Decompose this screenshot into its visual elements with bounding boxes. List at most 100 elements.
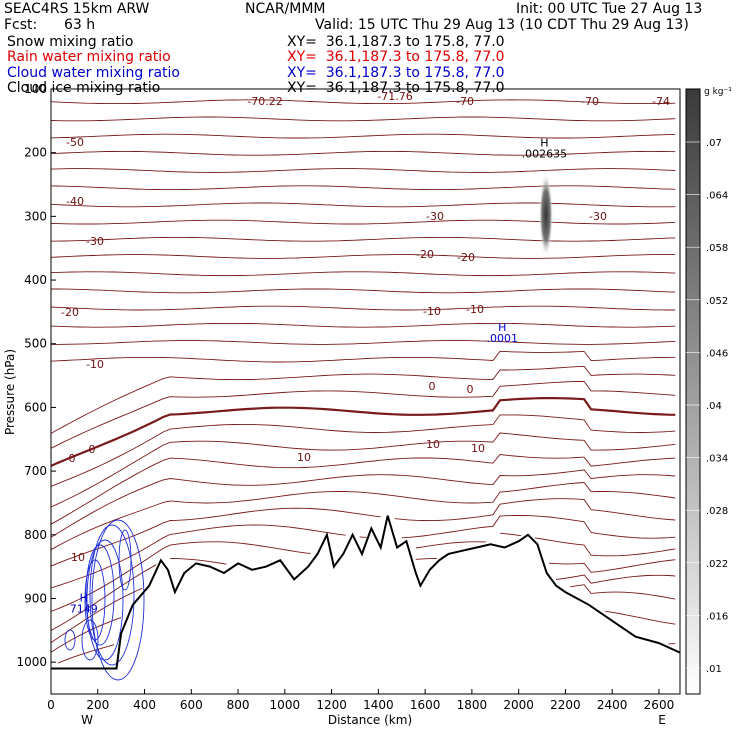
x-axis-label: Distance (km) [328,713,412,727]
temperature-contour-label: 10 [71,551,85,564]
temperature-contour-label: -10 [86,358,104,371]
temperature-contour-label: -30 [426,210,444,223]
colorbar-tick-label: .058 [706,243,728,254]
y-tick-label: 1000 [16,655,47,669]
x-tick-label: 2000 [503,698,534,712]
temperature-isoline [50,305,676,311]
temperature-contour-label: 10 [471,442,485,455]
temperature-isoline [50,558,676,631]
temperature-isoline [50,133,676,139]
temperature-contour-label: -20 [416,248,434,261]
colorbar [685,88,701,695]
temperature-contour-label: -70 [456,95,474,108]
colorbar-tick-label: .016 [706,611,728,622]
maximum-marker-value: .0001 [487,332,519,345]
colorbar-unit: g kg⁻¹ [704,87,732,97]
temperature-isoline [50,365,676,434]
temperature-isoline [50,584,676,653]
x-end-right-label: E [658,713,666,727]
cloud-water-contour [89,524,135,666]
maximum-marker-label: H [80,592,88,605]
x-tick-label: 1600 [410,698,441,712]
temperature-contour-label: -20 [61,306,79,319]
temperature-isoline [50,271,676,277]
snow-maximum-blob [539,173,553,257]
cloud-water-contour [85,544,115,646]
temperature-contour-label: -71.76 [377,90,412,103]
temperature-contour-label: 0 [467,383,474,396]
maximum-marker-value: .002635 [522,147,568,160]
x-tick-label: 200 [86,698,109,712]
field-xy-rain: XY= 36.1,187.3 to 175.8, 77.0 [287,49,505,65]
field-name-rain: Rain water mixing ratio [7,49,171,65]
cloud-water-contour [118,529,132,591]
y-tick-label: 700 [24,464,47,478]
temperature-contour-label: -20 [457,251,475,264]
temperature-isoline [50,116,676,122]
temperature-isoline [50,469,676,538]
temperature-isoline [57,610,676,664]
temperature-contour-label: 0 [429,380,436,393]
y-tick-label: 300 [24,209,47,223]
y-axis-label: Pressure (hPa) [3,349,17,435]
cloud-water-contour [86,539,124,661]
colorbar-tick-label: .046 [706,348,728,359]
valid-time: Valid: 15 UTC Thu 29 Aug 13 (10 CDT Thu … [315,17,689,33]
maximum-marker-label: H [540,136,548,149]
temperature-isoline [51,288,676,294]
terrain-surface [51,515,681,670]
x-tick-label: 600 [180,698,203,712]
x-tick-label: 1000 [270,698,301,712]
temperature-contour-label: -10 [466,303,484,316]
temperature-contour-label: -74 [652,95,670,108]
temperature-isoline [50,454,676,525]
temperature-isoline [50,498,676,567]
x-tick-label: 2600 [644,698,675,712]
temperature-isoline [50,515,676,589]
colorbar-tick-label: .028 [706,506,728,517]
center-name: NCAR/MMM [245,1,326,17]
y-tick-label: 100 [24,82,47,96]
temperature-isoline [50,482,676,551]
field-name-snow: Snow mixing ratio [7,34,134,50]
field-name-cloud-ice: Cloud ice mixing ratio [7,80,161,96]
forecast-label: Fcst: [4,17,38,33]
temperature-isoline [50,532,676,612]
temperature-contour-label: -30 [589,210,607,223]
temperature-contour-label: 10 [426,438,440,451]
temperature-isoline [50,185,676,191]
cloud-water-contours [64,519,145,681]
temperature-isoline [50,574,676,643]
x-tick-label: 1800 [457,698,488,712]
colorbar-tick-label: .01 [706,664,722,675]
maximum-marker-label: H [498,321,506,334]
colorbar-tick-label: .04 [706,401,722,412]
temperature-contour-label: -50 [66,136,84,149]
y-tick-label: 900 [24,591,47,605]
x-tick-label: 800 [227,698,250,712]
x-tick-label: 1200 [316,698,347,712]
temperature-isoline [50,397,676,467]
temperature-isoline [50,202,676,208]
temperature-contour-label: -10 [423,305,441,318]
colorbar-tick-label: .022 [706,559,728,570]
field-xy-cloud-water: XY= 36.1,187.3 to 175.8, 77.0 [287,65,505,81]
x-tick-label: 0 [47,698,55,712]
x-tick-label: 2200 [550,698,581,712]
temperature-isoline [50,350,676,363]
temperature-isoline [50,150,676,156]
temperature-isoline [51,340,676,345]
x-tick-label: 400 [133,698,156,712]
colorbar-tick-label: .052 [706,296,728,307]
maximum-marker-value: 7149 [70,603,98,616]
cloud-water-contour [81,619,99,661]
temperature-contour-label: -30 [86,235,104,248]
field-xy-cloud-ice: XY= 36.1,187.3 to 175.8, 77.0 [287,80,505,96]
temperature-isoline [50,99,676,105]
temperature-contour-label: 0 [89,443,96,456]
temperature-isoline [50,322,676,328]
temperature-contour-label: -70 [581,95,599,108]
colorbar-tick-label: .064 [706,191,728,202]
y-tick-label: 600 [24,400,47,414]
